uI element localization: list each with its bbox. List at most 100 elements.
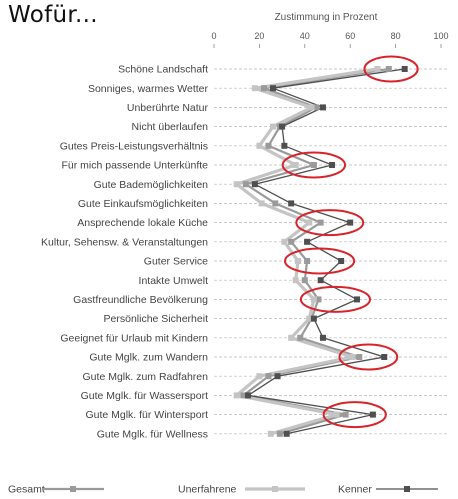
category-label-gute-bademoeglichkeiten: Gute Bademöglichkeiten [94, 179, 209, 191]
category-label-gute-mglk-zum-wandern: Gute Mglk. zum Wandern [89, 352, 208, 364]
category-label-schoene-landschaft: Schöne Landschaft [118, 64, 208, 76]
data-point-kenner [401, 66, 408, 72]
data-point-unerfahrene [349, 354, 356, 360]
series-layer [233, 66, 408, 437]
data-point-kenner [317, 277, 324, 284]
legend: Gesamt Unerfahrene Kenner [8, 484, 438, 496]
highlight-ring-gastfreundliche-bevoelkerung [299, 285, 372, 313]
data-point-unerfahrene [292, 277, 299, 284]
data-point-kenner [369, 411, 376, 418]
page-heading: Wofür... [8, 2, 98, 28]
data-point-kenner [304, 238, 311, 245]
data-point-unerfahrene [333, 411, 340, 418]
x-tick-label: 60 [345, 31, 355, 41]
category-label-guter-service: Guter Service [144, 256, 208, 268]
data-point-kenner [319, 334, 326, 341]
data-point-kenner [274, 373, 281, 380]
data-point-unerfahrene [308, 104, 315, 111]
data-point-kenner [288, 200, 295, 207]
category-label-kultur-sehensw-veranstaltungen: Kultur, Sehensw. & Veranstaltungen [41, 236, 208, 248]
legend-swatch-marker-unerfahrene [272, 486, 278, 492]
data-point-gesamt [272, 200, 279, 207]
data-point-gesamt [260, 85, 267, 92]
data-point-gesamt [276, 430, 283, 437]
highlight-ring-fuer-mich-passende-unterkuenfte [281, 151, 347, 179]
data-point-gesamt [240, 392, 247, 399]
data-point-gesamt [385, 66, 392, 72]
legend-swatch-marker-gesamt [70, 486, 76, 492]
data-point-kenner [381, 354, 388, 360]
data-point-unerfahrene [281, 238, 288, 245]
x-tick-label: 40 [300, 31, 310, 41]
data-point-kenner [338, 258, 345, 264]
data-point-kenner [283, 430, 290, 437]
x-axis-ticks: 0 20 40 60 80 100 [211, 31, 449, 48]
data-point-gesamt [313, 104, 320, 111]
grid-layer [214, 68, 448, 435]
data-point-gesamt [288, 238, 295, 245]
x-tick-label: 80 [391, 31, 401, 41]
legend-swatch-marker-kenner [404, 486, 410, 492]
highlight-ring-gute-mglk-fuer-wintersport [322, 401, 387, 429]
data-point-gesamt [301, 277, 308, 284]
data-point-unerfahrene [270, 123, 277, 130]
data-point-kenner [279, 123, 286, 130]
x-tick-label: 100 [433, 31, 448, 41]
category-label-ansprechende-lokale-kueche: Ansprechende lokale Küche [77, 217, 208, 229]
data-point-kenner [347, 219, 354, 226]
data-point-unerfahrene [256, 142, 263, 149]
data-point-gesamt [265, 142, 272, 149]
data-point-kenner [281, 142, 288, 149]
series-line-gesamt [242, 67, 389, 435]
data-point-kenner [319, 104, 326, 111]
series-line-kenner [247, 68, 405, 435]
data-point-gesamt [297, 334, 304, 341]
category-label-gute-mglk-zum-radfahren: Gute Mglk. zum Radfahren [83, 371, 209, 383]
highlight-ring-guter-service [283, 247, 356, 275]
data-point-unerfahrene [258, 200, 265, 207]
category-labels: Schöne Landschaft Sonniges, warmes Wetter… [41, 64, 208, 441]
data-point-unerfahrene [310, 296, 317, 303]
category-label-gastfreundliche-bevoelkerung: Gastfreundliche Bevölkerung [73, 294, 208, 306]
data-point-unerfahrene [267, 430, 274, 437]
category-label-unberuehrte-natur: Unberührte Natur [127, 102, 209, 114]
category-label-gute-mglk-fuer-wintersport: Gute Mglk. für Wintersport [85, 409, 208, 421]
highlight-ring-gute-mglk-zum-wandern [338, 343, 399, 371]
data-point-kenner [270, 85, 277, 92]
data-point-gesamt [265, 373, 272, 380]
data-point-unerfahrene [306, 315, 313, 322]
x-tick-label: 20 [254, 31, 264, 41]
data-point-kenner [245, 392, 252, 399]
data-point-unerfahrene [256, 373, 263, 380]
legend-label-kenner: Kenner [338, 484, 372, 496]
data-point-gesamt [356, 354, 363, 360]
data-point-kenner [354, 296, 361, 303]
data-point-gesamt [242, 181, 249, 188]
category-label-gute-einkaufsmoeglichkeiten: Gute Einkaufsmöglichkeiten [78, 198, 208, 210]
data-point-kenner [329, 162, 336, 168]
data-point-unerfahrene [306, 219, 313, 226]
legend-label-gesamt: Gesamt [8, 484, 45, 496]
category-label-fuer-mich-passende-unterkuenfte: Für mich passende Unterkünfte [62, 160, 209, 172]
series-line-unerfahrene [235, 67, 378, 436]
chart-title: Zustimmung in Prozent [275, 12, 378, 23]
category-label-sonniges-warmes-wetter: Sonniges, warmes Wetter [88, 83, 209, 95]
data-point-gesamt [310, 162, 317, 168]
category-label-gute-mglk-fuer-wassersport: Gute Mglk. für Wassersport [81, 390, 208, 402]
data-point-unerfahrene [233, 392, 240, 399]
category-label-geeignet-fuer-urlaub-mit-kindern: Geeignet für Urlaub mit Kindern [60, 332, 208, 344]
data-point-kenner [251, 181, 258, 188]
data-point-gesamt [304, 258, 311, 264]
highlight-ring-schoene-landschaft [363, 55, 419, 83]
highlight-layer [281, 55, 419, 429]
data-point-unerfahrene [233, 181, 240, 188]
category-label-intakte-umwelt: Intakte Umwelt [139, 275, 209, 287]
highlight-ring-ansprechende-lokale-kueche [295, 209, 365, 237]
data-point-unerfahrene [292, 162, 299, 168]
x-tick-label: 0 [211, 31, 216, 41]
data-point-gesamt [315, 296, 322, 303]
data-point-unerfahrene [294, 258, 301, 264]
data-point-unerfahrene [251, 85, 258, 92]
data-point-gesamt [317, 219, 324, 226]
